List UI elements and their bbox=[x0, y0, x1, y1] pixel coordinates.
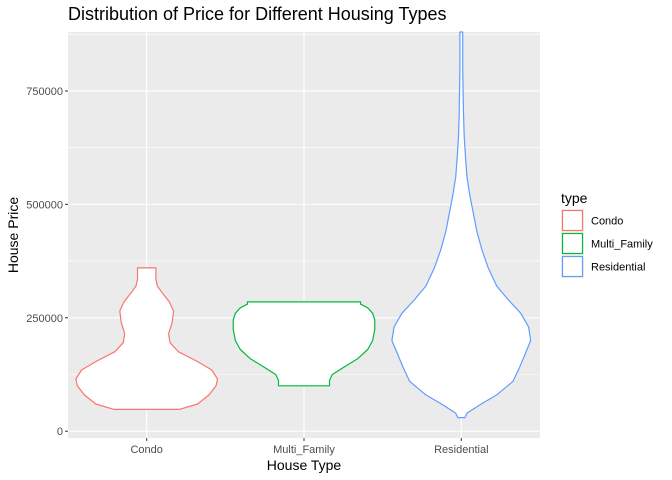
violin-multi-family bbox=[232, 301, 376, 387]
y-tick-label: 250000 bbox=[26, 313, 63, 325]
violin-residential bbox=[391, 31, 532, 419]
legend-label: Multi_Family bbox=[591, 239, 653, 251]
x-tick-label: Multi_Family bbox=[273, 444, 335, 456]
legend-title: type bbox=[561, 190, 588, 206]
y-axis: 0 250000 500000 750000 bbox=[26, 86, 68, 438]
chart-title: Distribution of Price for Different Hous… bbox=[68, 4, 447, 24]
legend-label: Residential bbox=[591, 262, 645, 274]
legend: type Condo Multi_Family Residential bbox=[561, 190, 653, 278]
x-axis-title: House Type bbox=[267, 457, 342, 473]
x-tick-label: Residential bbox=[434, 444, 488, 456]
legend-key bbox=[561, 255, 584, 278]
x-axis: Condo Multi_Family Residential bbox=[130, 438, 489, 456]
violins bbox=[75, 31, 532, 419]
legend-key bbox=[561, 232, 584, 255]
legend-label: Condo bbox=[591, 216, 623, 228]
y-tick-label: 750000 bbox=[26, 86, 63, 98]
y-axis-title: House Price bbox=[5, 197, 21, 273]
violin-condo bbox=[75, 267, 219, 410]
y-tick-label: 0 bbox=[57, 426, 63, 438]
y-tick-label: 500000 bbox=[26, 199, 63, 211]
legend-key bbox=[561, 209, 584, 232]
x-tick-label: Condo bbox=[130, 444, 162, 456]
